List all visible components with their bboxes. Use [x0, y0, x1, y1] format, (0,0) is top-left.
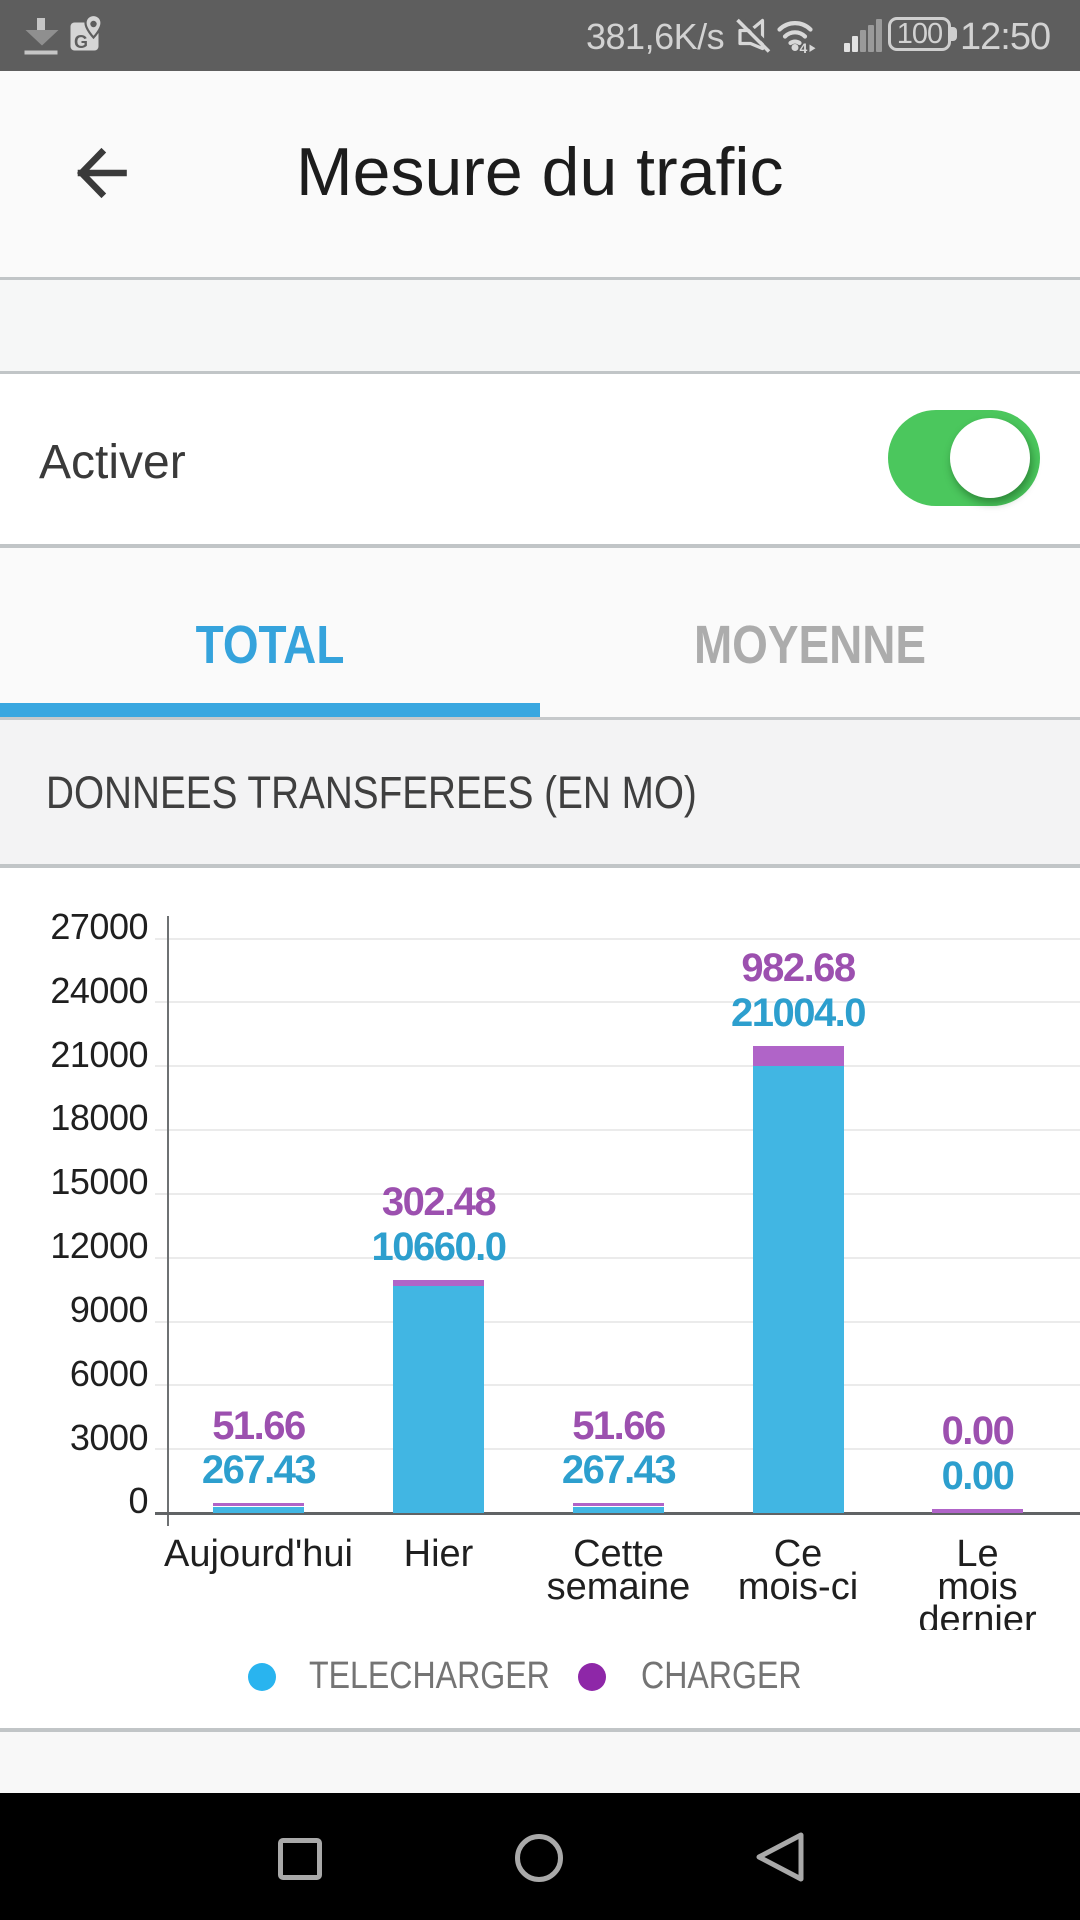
svg-text:4: 4	[800, 40, 808, 56]
svg-text:G: G	[74, 32, 88, 52]
